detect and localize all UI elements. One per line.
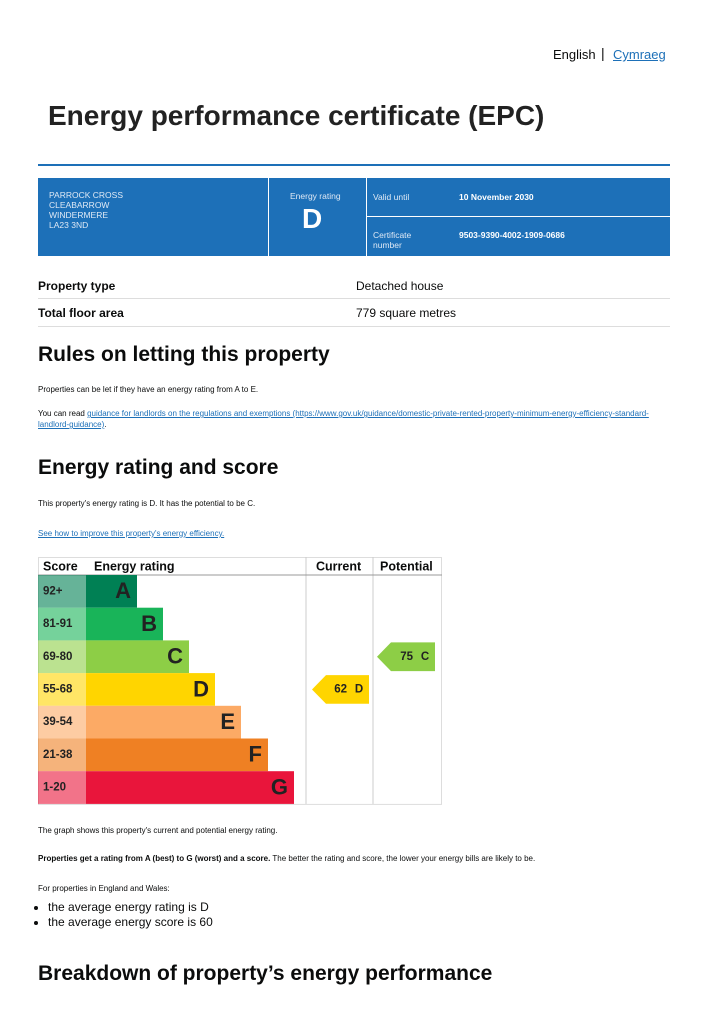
band-range: 55-68	[43, 683, 73, 695]
column-header: Score	[43, 559, 78, 573]
property-value: Detached house	[356, 279, 444, 293]
band-range: 21-38	[43, 749, 73, 761]
divider	[366, 178, 367, 256]
cert-label: Certificate number	[373, 230, 412, 250]
band-range: 81-91	[43, 618, 73, 630]
band-letter: A	[115, 578, 131, 603]
band-bar	[86, 575, 137, 608]
averages-list: the average energy rating is D the avera…	[8, 900, 213, 930]
address-line: PARROCK CROSS	[49, 190, 123, 200]
rating-arrow	[312, 675, 369, 704]
score-cell	[38, 673, 86, 706]
arrow-letter: D	[355, 683, 363, 695]
rating-letter: D	[302, 203, 323, 234]
row-rule	[38, 298, 670, 299]
band-range: 69-80	[43, 651, 72, 663]
property-label: Total floor area	[38, 306, 124, 320]
score-cell	[38, 607, 86, 641]
column-header: Energy rating	[94, 559, 175, 573]
arrow-score: 62	[334, 683, 347, 695]
language-link[interactable]: Cymraeg	[613, 47, 666, 62]
language-current: English	[553, 47, 596, 62]
band-bar	[86, 771, 294, 804]
list-item: the average energy score is 60	[48, 915, 213, 930]
property-value: 779 square metres	[356, 306, 457, 320]
section-heading: Breakdown of property’s energy performan…	[38, 962, 493, 985]
section-heading: Energy rating and score	[38, 456, 279, 479]
band-letter: B	[141, 611, 157, 636]
rating-label: Energy rating	[290, 191, 341, 201]
divider	[268, 178, 269, 256]
cert-number: 9503-9390-4002-1909-0686	[459, 230, 565, 240]
score-cell	[38, 640, 86, 674]
valid-label: Valid until	[373, 192, 410, 202]
score-cell	[38, 738, 86, 772]
address-line: WINDERMERE	[49, 210, 109, 220]
arrow-score: 75	[400, 651, 413, 663]
guidance-link[interactable]: guidance for landlords on the regulation…	[38, 409, 649, 429]
page-title: Energy performance certificate (EPC)	[48, 100, 545, 131]
text: The better the rating and score, the low…	[270, 854, 536, 863]
valid-date: 10 November 2030	[459, 192, 534, 202]
band-bar	[86, 640, 189, 674]
divider	[366, 216, 670, 217]
paragraph: This property's energy rating is D. It h…	[38, 499, 256, 508]
title-rule	[38, 164, 670, 166]
text: Properties get a rating from A (best) to…	[38, 854, 271, 863]
paragraph: Properties can be let if they have an en…	[38, 385, 259, 394]
score-cell	[38, 771, 86, 804]
paragraph: The graph shows this property's current …	[38, 826, 278, 835]
band-letter: F	[249, 742, 262, 767]
band-letter: D	[193, 676, 209, 701]
rating-arrow	[377, 642, 435, 672]
section-heading: Rules on letting this property	[38, 343, 330, 366]
text: .	[104, 420, 107, 429]
column-header: Current	[316, 559, 362, 573]
paragraph: For properties in England and Wales:	[38, 884, 170, 893]
band-letter: E	[220, 709, 235, 734]
separator: |	[601, 45, 605, 61]
band-bar	[86, 607, 163, 641]
band-range: 39-54	[43, 716, 73, 728]
score-cell	[38, 705, 86, 739]
band-range: 1-20	[43, 782, 66, 794]
band-bar	[86, 738, 268, 772]
arrow-letter: C	[421, 651, 429, 663]
paragraph: Properties get a rating from A (best) to…	[38, 854, 535, 863]
band-range: 92+	[43, 585, 63, 597]
paragraph: You can read guidance for landlords on t…	[38, 408, 658, 430]
band-bar	[86, 705, 241, 739]
band-bar	[86, 673, 215, 706]
improve-link[interactable]: See how to improve this property's energ…	[38, 529, 225, 538]
rating-chart: Score Energy rating Current Potential 92+ A 81…	[38, 557, 442, 805]
text: You can read	[38, 409, 88, 418]
list-item: the average energy rating is D	[48, 900, 213, 915]
row-rule	[38, 326, 670, 327]
score-cell	[38, 575, 86, 608]
property-label: Property type	[38, 279, 116, 293]
address-line: CLEABARROW	[49, 200, 110, 210]
band-letter: G	[271, 774, 288, 799]
column-header: Potential	[380, 559, 433, 573]
summary-box: PARROCK CROSS CLEABARROW WINDERMERE LA23…	[38, 178, 670, 256]
address: PARROCK CROSS CLEABARROW WINDERMERE LA23…	[49, 190, 123, 230]
band-letter: C	[167, 644, 183, 669]
address-line: LA23 3ND	[49, 220, 89, 230]
